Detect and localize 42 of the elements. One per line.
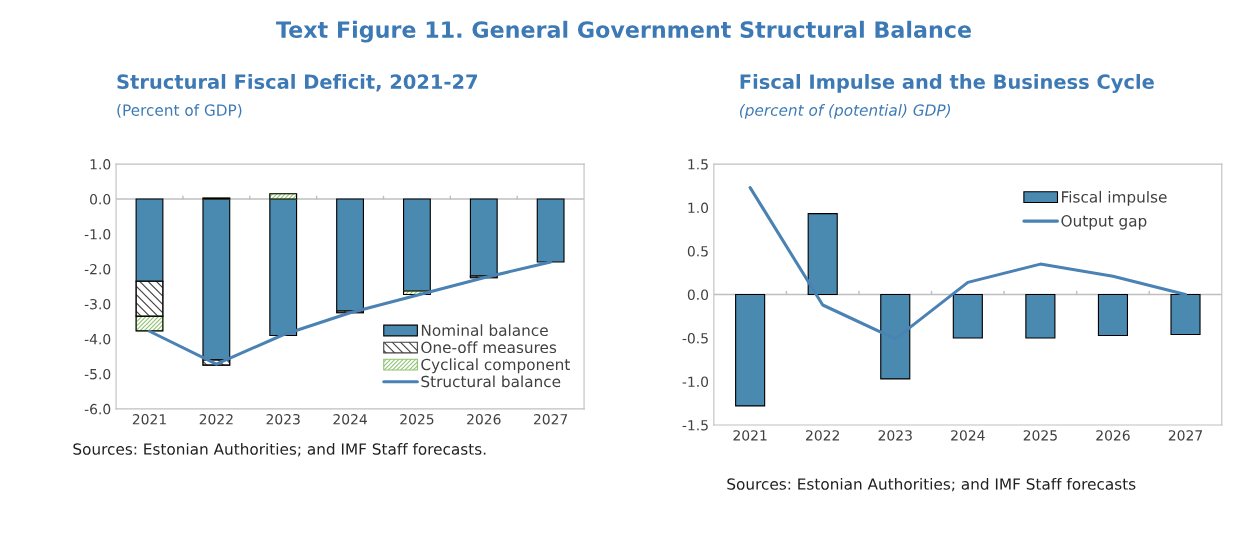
y-tick-label: 0.0 [687,289,709,301]
x-tick-label: 2026 [1096,430,1130,441]
y-tick-label: -1.5 [682,420,708,431]
x-tick-label: 2024 [951,430,985,441]
chart-title: Structural Fiscal Deficit, 2021-27 [117,74,477,92]
x-tick-label: 2023 [266,413,300,425]
x-tick-label: 2025 [1023,430,1057,441]
text: Text Figure 11. General Government Structural Balance [276,20,971,43]
y-tick-label: -2.0 [84,263,111,275]
y-tick-label: -4.0 [84,333,111,345]
legend-label: One-off measures [421,341,557,354]
source-note: Sources: Estonian Authorities; and IMF Staff forecasts. [73,443,486,457]
chart-title: Fiscal Impulse and the Business Cycle [740,74,1154,93]
source-note: Sources: Estonian Authorities; and IMF Staff forecasts [727,477,1136,492]
y-tick-label: 0.5 [687,246,708,257]
chart-subtitle: (Percent of GDP) [117,104,242,118]
legend-label: Cyclical component [421,358,570,374]
y-tick-label: -6.0 [84,403,111,415]
y-tick-label: -5.0 [84,368,111,380]
legend-label: Structural balance [421,375,561,388]
x-tick-label: 2022 [199,413,233,425]
legend-label: Nominal balance [421,324,548,337]
y-tick-label: 1.0 [90,159,111,170]
y-tick-label: -0.5 [682,333,708,344]
y-tick-label: 1.0 [688,202,709,214]
x-tick-label: 2021 [132,413,166,425]
y-tick-label: -3.0 [84,298,111,310]
legend-label: Output gap [1061,215,1147,230]
x-tick-label: 2027 [1168,430,1202,441]
x-tick-label: 2022 [806,430,839,441]
x-tick-label: 2023 [878,430,912,441]
x-tick-label: 2024 [333,413,367,425]
x-tick-label: 2021 [733,430,767,441]
x-tick-label: 2027 [533,413,568,425]
chart-subtitle: (percent of (potential) GDP) [740,104,951,119]
x-tick-label: 2026 [467,413,501,425]
x-tick-label: 2025 [400,413,434,425]
legend-label: Fiscal impulse [1062,190,1167,206]
y-tick-label: -1.0 [84,229,111,240]
y-tick-label: 1.5 [688,159,708,170]
y-tick-label: 0.0 [90,194,111,205]
y-tick-label: -1.0 [682,376,709,388]
